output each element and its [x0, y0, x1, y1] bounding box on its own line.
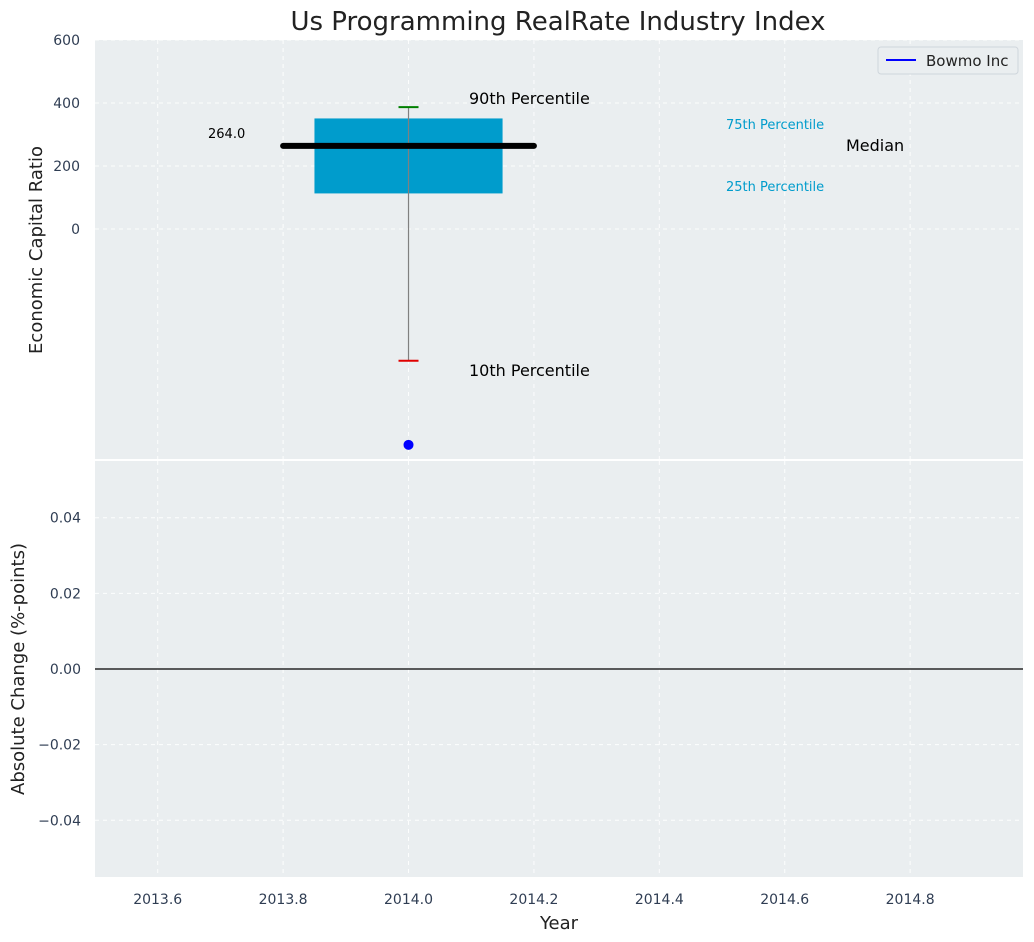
bottom-y-axis-label: Absolute Change (%-points) [8, 543, 29, 795]
bottom-panel: −0.04 −0.02 0.00 0.02 0.04 2013.6 2013.8 2014.… [8, 461, 1023, 934]
bottom-y-tick-label: 0.02 [50, 586, 81, 602]
top-y-tick-label: 200 [53, 159, 80, 175]
top-plot-area [95, 40, 1023, 459]
annotation-90th-percentile: 90th Percentile [469, 89, 590, 108]
annotation-median: Median [846, 136, 904, 155]
x-tick-label: 2013.6 [133, 892, 182, 908]
legend-box [877, 46, 1019, 75]
annotation-25th-percentile: 25th Percentile [726, 180, 824, 195]
annotation-10th-percentile: 10th Percentile [469, 361, 590, 380]
annotations: 90th Percentile 10th Percentile 75th Per… [208, 89, 904, 380]
top-y-ticks: 0 200 400 600 [53, 33, 80, 238]
bottom-y-tick-label: −0.02 [38, 738, 81, 754]
top-y-tick-label: 600 [53, 33, 80, 49]
median-value-label: 264.0 [208, 127, 245, 142]
bottom-y-ticks: −0.04 −0.02 0.00 0.02 0.04 [38, 511, 81, 830]
annotation-75th-percentile: 75th Percentile [726, 118, 824, 133]
x-tick-label: 2014.4 [635, 892, 684, 908]
data-point-bowmo-inc [403, 439, 414, 450]
top-y-tick-label: 400 [53, 96, 80, 112]
x-tick-label: 2014.6 [760, 892, 809, 908]
x-tick-label: 2014.8 [886, 892, 935, 908]
bottom-y-tick-label: 0.04 [50, 511, 81, 527]
top-y-axis-label: Economic Capital Ratio [26, 146, 47, 354]
legend: Bowmo Inc [877, 46, 1019, 75]
top-marks [280, 106, 537, 450]
bottom-x-ticks: 2013.6 2013.8 2014.0 2014.2 2014.4 2014.6 2014… [133, 892, 934, 908]
x-axis-label: Year [539, 913, 579, 934]
x-tick-label: 2013.8 [259, 892, 308, 908]
x-tick-label: 2014.0 [384, 892, 433, 908]
top-panel: 0 200 400 600 Economic Capital Ratio 90th P… [26, 33, 1023, 459]
x-tick-label: 2014.2 [509, 892, 558, 908]
top-y-tick-label: 0 [71, 222, 80, 238]
bottom-y-tick-label: 0.00 [50, 662, 81, 678]
legend-label-bowmo-inc: Bowmo Inc [926, 52, 1008, 70]
bottom-y-tick-label: −0.04 [38, 813, 81, 829]
chart-title: Us Programming RealRate Industry Index [290, 7, 825, 37]
